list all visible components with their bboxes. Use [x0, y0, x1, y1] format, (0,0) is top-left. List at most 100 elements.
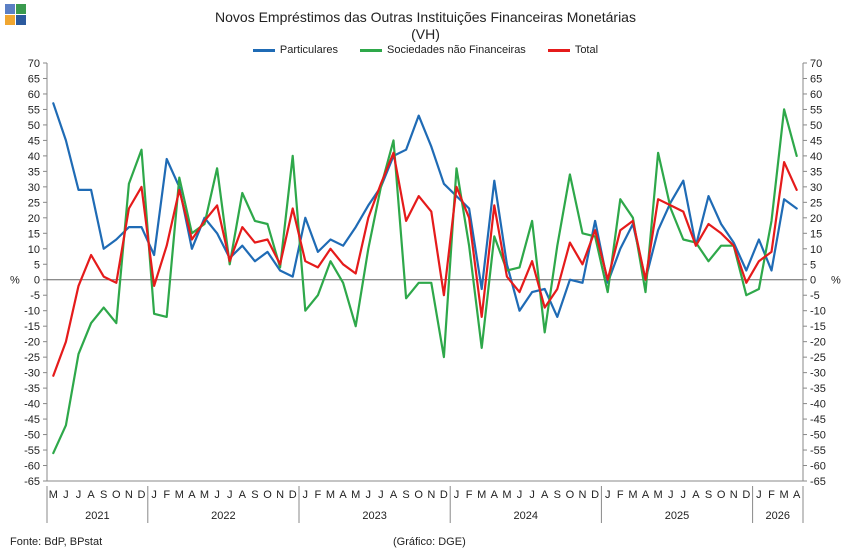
y-tick-label-left: -15: [24, 321, 40, 333]
y-tick-label-right: 25: [810, 197, 822, 209]
y-tick-label-right: 35: [810, 166, 822, 178]
y-tick-label-left: 0: [34, 275, 40, 287]
x-tick-label: O: [112, 489, 121, 501]
x-tick-label: J: [605, 489, 611, 501]
x-tick-label: A: [390, 489, 398, 501]
y-tick-label-left: -10: [24, 306, 40, 318]
series-line: [52, 102, 798, 318]
x-tick-label: O: [414, 489, 423, 501]
y-tick-label-right: 15: [810, 228, 822, 240]
x-tick-label: O: [566, 489, 575, 501]
x-tick-label: S: [705, 489, 712, 501]
x-tick-label: F: [768, 489, 775, 501]
x-tick-label: N: [579, 489, 587, 501]
year-label: 2026: [766, 510, 790, 522]
logo-tile: [5, 15, 15, 25]
chart-subtitle: (VH): [411, 26, 440, 42]
y-tick-label-right: 30: [810, 182, 822, 194]
y-tick-label-right: 40: [810, 151, 822, 163]
year-label: 2025: [665, 510, 689, 522]
x-tick-label: S: [251, 489, 258, 501]
y-tick-label-left: -50: [24, 430, 40, 442]
y-tick-label-left: -65: [24, 476, 40, 488]
x-tick-label: N: [427, 489, 435, 501]
y-tick-label-right: -5: [810, 290, 820, 302]
x-tick-label: D: [591, 489, 599, 501]
y-tick-label-right: -15: [810, 321, 826, 333]
y-tick-label-left: 45: [28, 135, 40, 147]
y-tick-label-left: -5: [30, 290, 40, 302]
chart-title: Novos Empréstimos das Outras Instituiçõe…: [215, 9, 636, 25]
legend-label: Total: [574, 44, 599, 56]
y-tick-label-right: -35: [810, 383, 826, 395]
x-tick-label: J: [529, 489, 535, 501]
y-tick-label-left: 60: [28, 89, 40, 101]
y-tick-label-left: -55: [24, 445, 40, 457]
y-tick-label-left: -25: [24, 352, 40, 364]
x-tick-label: M: [780, 489, 789, 501]
x-tick-label: A: [692, 489, 700, 501]
x-tick-label: M: [502, 489, 511, 501]
y-tick-label-left: -40: [24, 399, 40, 411]
series-line: [52, 151, 798, 377]
y-tick-label-left: -30: [24, 368, 40, 380]
y-tick-label-right: 10: [810, 244, 822, 256]
y-tick-label-left: 70: [28, 58, 40, 70]
legend-item: Total: [547, 44, 599, 56]
legend: Particulares Sociedades não Financeiras …: [0, 44, 851, 56]
y-tick-label-left: 40: [28, 151, 40, 163]
logo-tile: [5, 4, 15, 14]
legend-label: Particulares: [279, 44, 338, 56]
x-tick-label: A: [541, 489, 549, 501]
x-tick-label: M: [326, 489, 335, 501]
source-note: Fonte: BdP, BPstat: [10, 536, 103, 548]
y-tick-label-right: -60: [810, 461, 826, 473]
x-tick-label: D: [138, 489, 146, 501]
x-tick-label: J: [517, 489, 523, 501]
y-tick-label-left: 30: [28, 182, 40, 194]
y-tick-label-right: -25: [810, 352, 826, 364]
legend-item: Particulares: [252, 44, 338, 56]
legend-swatch: [547, 48, 570, 52]
x-tick-label: N: [730, 489, 738, 501]
y-tick-label-left: -20: [24, 337, 40, 349]
x-tick-label: A: [87, 489, 95, 501]
year-label: 2021: [85, 510, 109, 522]
x-tick-label: F: [163, 489, 170, 501]
y-tick-label-left: 50: [28, 120, 40, 132]
y-tick-label-left: -45: [24, 414, 40, 426]
y-tick-label-right: -65: [810, 476, 826, 488]
x-tick-label: M: [351, 489, 360, 501]
x-tick-label: F: [315, 489, 322, 501]
y-tick-label-left: 25: [28, 197, 40, 209]
x-tick-label: M: [477, 489, 486, 501]
y-tick-label-right: 20: [810, 213, 822, 225]
y-tick-label-right: -30: [810, 368, 826, 380]
x-tick-label: F: [466, 489, 473, 501]
y-tick-label-left: 10: [28, 244, 40, 256]
x-tick-label: A: [491, 489, 499, 501]
year-label: 2023: [362, 510, 386, 522]
x-tick-label: O: [717, 489, 726, 501]
y-tick-label-right: 60: [810, 89, 822, 101]
x-tick-label: J: [366, 489, 372, 501]
x-tick-label: O: [263, 489, 272, 501]
y-tick-label-left: 55: [28, 104, 40, 116]
x-tick-label: J: [214, 489, 220, 501]
y-tick-label-right: -20: [810, 337, 826, 349]
x-tick-label: J: [668, 489, 674, 501]
logo: [5, 4, 27, 26]
x-tick-label: F: [617, 489, 624, 501]
series-line: [52, 108, 798, 455]
y-tick-label-right: 55: [810, 104, 822, 116]
y-tick-label-right: 70: [810, 58, 822, 70]
y-tick-label-right: -50: [810, 430, 826, 442]
x-tick-label: J: [303, 489, 309, 501]
y-axis-label-right: %: [831, 275, 841, 287]
logo-tile: [16, 15, 26, 25]
legend-swatch: [360, 48, 382, 52]
legend-item: Sociedades não Financeiras: [360, 44, 526, 56]
y-tick-label-right: 0: [810, 275, 816, 287]
x-tick-label: A: [239, 489, 247, 501]
x-tick-label: J: [378, 489, 384, 501]
